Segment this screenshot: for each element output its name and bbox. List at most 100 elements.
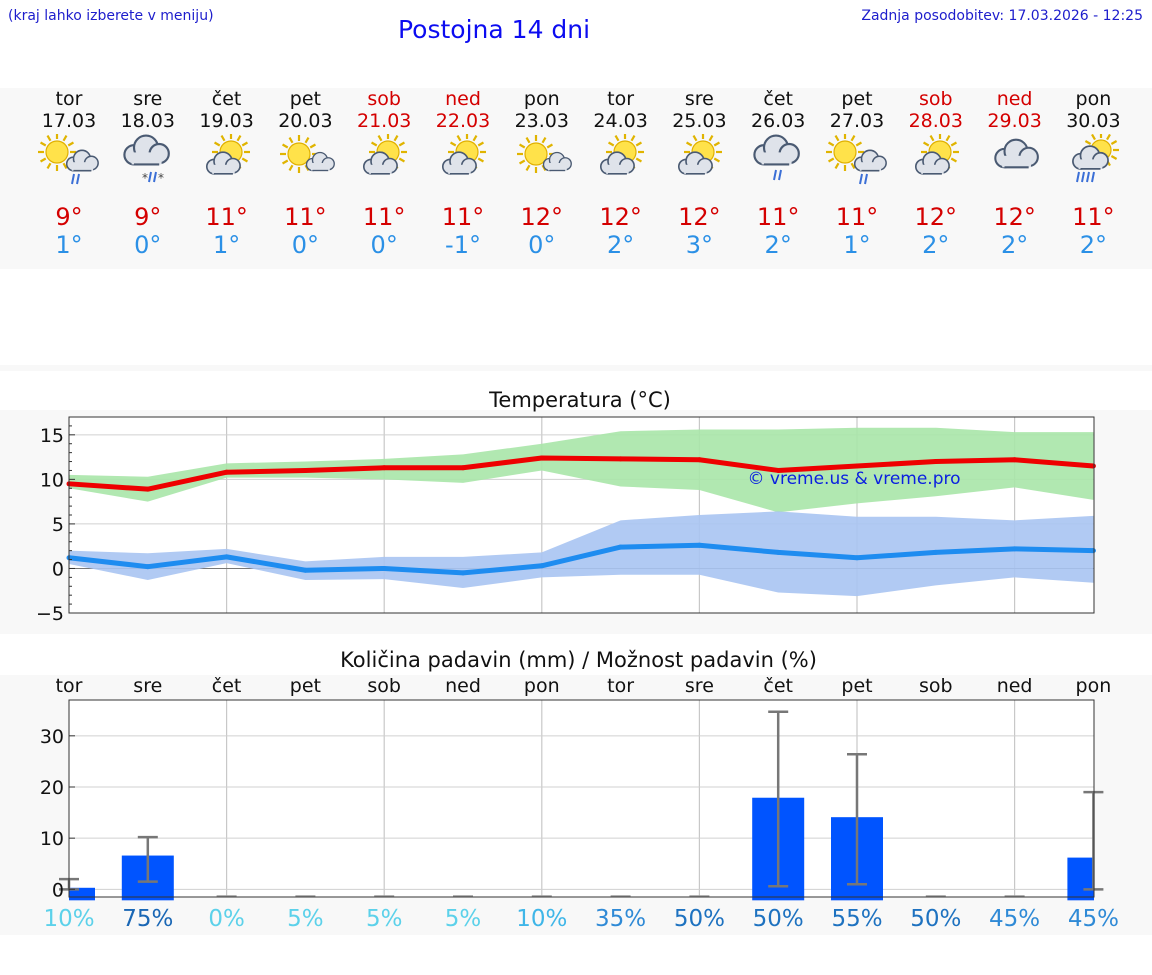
day-name: pet xyxy=(841,88,873,110)
snowflake-icon: * xyxy=(142,171,148,185)
day-name: sre xyxy=(133,88,163,110)
precip-probability: 50% xyxy=(674,906,725,932)
day-column: pon 23.03 12° 0° xyxy=(502,88,582,259)
min-range-band xyxy=(69,511,1094,597)
temp-max: 9° xyxy=(134,203,162,231)
cloud-icon xyxy=(441,151,477,175)
temp-max: 12° xyxy=(678,203,721,231)
temp-min: 2° xyxy=(922,231,950,259)
temp-max: 11° xyxy=(205,203,248,231)
sun-cloud-rain-icon xyxy=(38,133,99,185)
sun-icon xyxy=(516,135,555,173)
day-date: 22.03 xyxy=(435,110,491,132)
category-label: pon xyxy=(1076,675,1112,697)
sun-cloud-heavy-rain-icon xyxy=(1072,132,1120,183)
category-label: pet xyxy=(841,675,872,697)
watermark-text: © vreme.us & vreme.pro xyxy=(747,469,960,489)
max-temp-point xyxy=(1090,463,1096,469)
max-temp-point xyxy=(696,457,702,463)
precip-bar xyxy=(1067,857,1094,901)
category-label: sob xyxy=(367,675,401,697)
temp-min: 0° xyxy=(528,231,556,259)
day-column: čet 26.03 11° 2° xyxy=(738,88,818,259)
max-temp-point xyxy=(145,486,151,492)
category-label: tor xyxy=(607,675,634,697)
min-temp-line xyxy=(68,542,1094,576)
day-column: sre 18.03 * * 9° 0° xyxy=(108,88,188,259)
temperature-chart-title: Temperatura (°C) xyxy=(489,388,671,412)
min-temp-point xyxy=(1090,548,1096,554)
day-column: pet 20.03 11° 0° xyxy=(265,88,345,259)
cloud-snow-rain-icon: * * xyxy=(123,134,170,185)
day-date: 21.03 xyxy=(356,110,412,132)
y-tick-label: 10 xyxy=(40,828,64,850)
cloud-icon xyxy=(853,149,887,172)
precip-probability: 0% xyxy=(208,906,245,932)
day-column: sob 28.03 12° 2° xyxy=(896,88,976,259)
plot-area xyxy=(69,700,1094,897)
category-label: čet xyxy=(212,675,242,697)
day-name: sob xyxy=(367,88,401,110)
cloud-icon xyxy=(993,138,1039,169)
y-tick-label: 30 xyxy=(40,726,64,748)
cloud-icon xyxy=(65,149,99,172)
day-date: 25.03 xyxy=(672,110,727,132)
day-date: 29.03 xyxy=(987,110,1042,132)
day-date: 24.03 xyxy=(593,110,648,132)
min-temp-point xyxy=(460,570,466,576)
day-column: pon 30.03 11° 2° xyxy=(1053,88,1133,259)
precip-probability: 35% xyxy=(595,906,646,932)
temp-max: 11° xyxy=(284,203,327,231)
day-name: pet xyxy=(289,88,321,110)
y-tick-label: 20 xyxy=(40,777,64,799)
day-column: ned 22.03 11° -1° xyxy=(423,88,503,259)
temp-min: 1° xyxy=(843,231,871,259)
temperature-chart: 15 10 5 0 −5 © vreme.us & vreme.pro xyxy=(36,416,1096,625)
last-updated: Zadnja posodobitev: 17.03.2026 - 12:25 xyxy=(861,8,1143,24)
plot-frame xyxy=(68,699,1095,898)
temp-min: 3° xyxy=(685,231,714,259)
category-label: tor xyxy=(56,675,83,697)
days-band xyxy=(0,88,1152,269)
day-name: tor xyxy=(607,88,635,110)
day-date: 23.03 xyxy=(514,110,569,132)
day-name: ned xyxy=(996,88,1033,110)
day-column: tor 24.03 12° 2° xyxy=(581,88,661,259)
max-temp-point xyxy=(1012,457,1018,463)
y-tick-label: 15 xyxy=(40,425,64,447)
day-name: čet xyxy=(211,88,242,110)
max-temp-point xyxy=(302,467,308,473)
max-temp-point xyxy=(460,465,466,471)
day-date: 27.03 xyxy=(829,110,885,132)
temp-max: 12° xyxy=(599,203,642,231)
separator-band xyxy=(0,365,1152,371)
category-label: ned xyxy=(997,675,1033,697)
precip-probability: 50% xyxy=(910,906,961,932)
cloud-icon xyxy=(1072,145,1110,170)
cloud-icon xyxy=(123,134,170,166)
temp-max: 11° xyxy=(441,203,485,231)
page-title: Postojna 14 dni xyxy=(398,15,591,44)
min-temp-point xyxy=(145,564,151,570)
category-label: ned xyxy=(445,675,481,697)
precip-probability: 5% xyxy=(287,906,324,932)
day-name: čet xyxy=(763,88,793,110)
temp-max: 12° xyxy=(993,203,1036,231)
min-temp-point xyxy=(696,542,702,548)
day-column: pet 27.03 11° 1° xyxy=(817,88,897,259)
sun-small-cloud-icon xyxy=(280,135,336,173)
sun-cloud-icon xyxy=(205,133,250,175)
min-temp-point xyxy=(854,555,860,561)
sun-cloud-icon xyxy=(599,133,644,175)
temp-max: 11° xyxy=(1072,203,1115,231)
precip-probability: 55% xyxy=(831,906,882,932)
cloud-icon xyxy=(205,151,241,175)
min-temp-point xyxy=(618,544,624,550)
min-temp-point xyxy=(775,549,781,555)
temp-max: 11° xyxy=(756,203,800,231)
location-hint-link[interactable]: (kraj lahko izberete v meniju) xyxy=(8,8,214,24)
temp-min: 2° xyxy=(1000,231,1029,259)
day-date: 28.03 xyxy=(908,110,963,132)
category-label: sre xyxy=(685,675,714,697)
max-temp-point xyxy=(381,465,387,471)
